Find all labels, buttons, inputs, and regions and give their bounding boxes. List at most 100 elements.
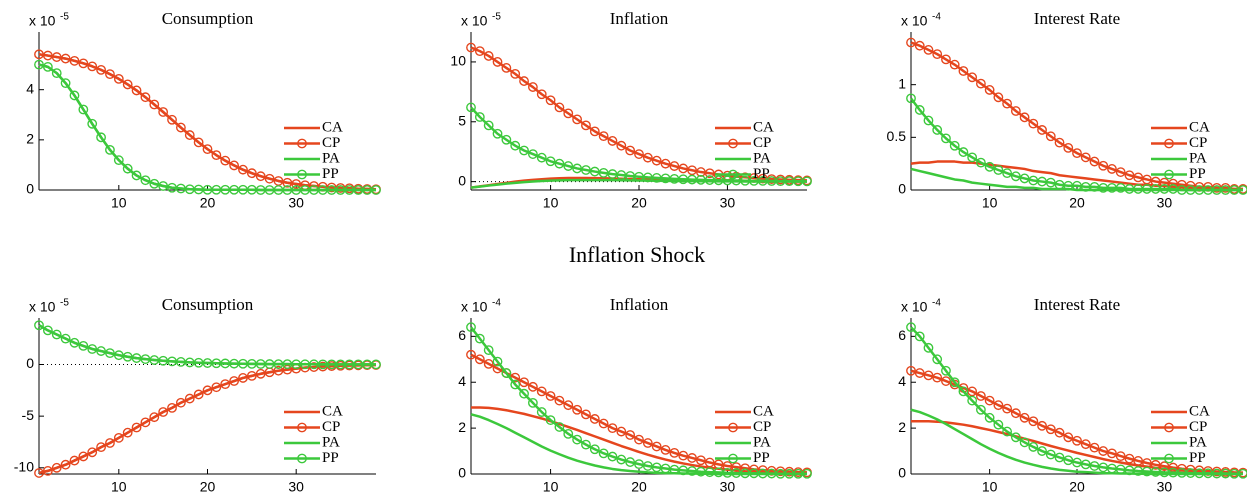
data-point [42, 50, 53, 61]
data-point [914, 40, 925, 51]
data-point [598, 131, 609, 142]
legend-marker [728, 138, 738, 149]
data-point [42, 325, 53, 336]
data-point [1019, 412, 1030, 423]
data-point [1072, 435, 1082, 446]
y-tick-label: 0 [898, 181, 906, 197]
data-point [545, 415, 556, 425]
data-point [220, 379, 231, 390]
data-point [211, 382, 222, 393]
data-point [616, 426, 627, 437]
axis-multiplier: x 10 [461, 299, 488, 315]
data-point [1124, 453, 1135, 464]
data-point [492, 128, 503, 139]
y-tick-label: 10 [450, 53, 466, 69]
data-point [1238, 468, 1247, 479]
legend-label: CP [753, 419, 771, 435]
data-point [69, 90, 80, 101]
data-point [238, 373, 248, 383]
y-tick-label: 4 [458, 373, 466, 389]
data-point [914, 331, 925, 342]
subplot-title: Interest Rate [1034, 295, 1120, 314]
data-point [1115, 167, 1126, 177]
y-tick-label: 0 [26, 355, 34, 371]
y-tick-label: 1 [898, 75, 906, 91]
x-tick-label: 10 [543, 479, 559, 495]
series-line [470, 106, 808, 183]
data-point [607, 451, 618, 462]
data-point [69, 455, 80, 466]
data-point [563, 400, 574, 411]
axis-exponent: -5 [60, 12, 69, 23]
data-point [554, 102, 565, 113]
x-tick-label: 20 [631, 479, 647, 495]
x-tick-label: 30 [1157, 479, 1173, 495]
axis-exponent: -5 [492, 12, 501, 23]
data-point [158, 407, 169, 417]
data-point [131, 422, 142, 433]
data-point [923, 342, 934, 353]
axis-multiplier: x 10 [461, 13, 488, 29]
data-point [984, 85, 995, 95]
data-point [122, 427, 133, 438]
data-point [625, 145, 636, 156]
data-point [69, 337, 80, 348]
data-point [1054, 427, 1065, 438]
data-point [669, 447, 680, 458]
data-point [1238, 185, 1247, 195]
data-point [51, 68, 62, 79]
x-tick-label: 30 [288, 195, 304, 211]
data-point [634, 459, 644, 470]
data-point [113, 155, 124, 166]
figure-title: Inflation Shock [569, 242, 705, 267]
data-point [1045, 131, 1056, 142]
legend-label: PP [322, 166, 339, 182]
data-point [113, 350, 124, 361]
data-point [220, 155, 231, 166]
data-point [113, 73, 124, 84]
data-point [536, 386, 547, 397]
axis-exponent: -4 [492, 298, 501, 309]
data-point [238, 164, 248, 175]
data-point [255, 368, 266, 379]
data-point [264, 173, 275, 184]
data-point [634, 149, 644, 159]
subplot-title: Inflation [610, 9, 669, 28]
data-point [34, 59, 44, 70]
data-point [140, 175, 151, 186]
x-tick-label: 30 [288, 479, 304, 495]
y-tick-label: 6 [898, 327, 906, 343]
data-point [51, 462, 62, 473]
data-point [984, 161, 995, 172]
subplot-title: Consumption [162, 295, 254, 314]
axis-exponent: -4 [932, 298, 941, 309]
legend-label: CA [1189, 119, 1210, 135]
y-tick-label: 6 [458, 327, 466, 343]
data-point [616, 454, 627, 465]
data-point [1037, 446, 1047, 456]
data-point [501, 134, 512, 145]
y-tick-label: 2 [458, 419, 466, 435]
data-point [1115, 451, 1126, 462]
data-point [184, 130, 195, 140]
legend-label: PA [1189, 150, 1207, 166]
legend-label: PA [753, 434, 771, 450]
data-point [1107, 164, 1117, 174]
x-tick-label: 30 [720, 479, 736, 495]
legend-marker [297, 169, 307, 180]
data-point [229, 160, 240, 171]
data-point [545, 156, 556, 167]
legend-marker [728, 422, 738, 433]
legend-label: CA [322, 119, 343, 135]
data-point [984, 395, 995, 406]
data-point [202, 385, 213, 396]
legend-label: CA [1189, 403, 1210, 419]
data-point [949, 59, 960, 70]
y-tick-label: -5 [22, 407, 35, 423]
legend-label: CP [322, 135, 340, 151]
data-point [501, 368, 512, 378]
data-point [371, 359, 381, 370]
data-point [958, 147, 969, 157]
